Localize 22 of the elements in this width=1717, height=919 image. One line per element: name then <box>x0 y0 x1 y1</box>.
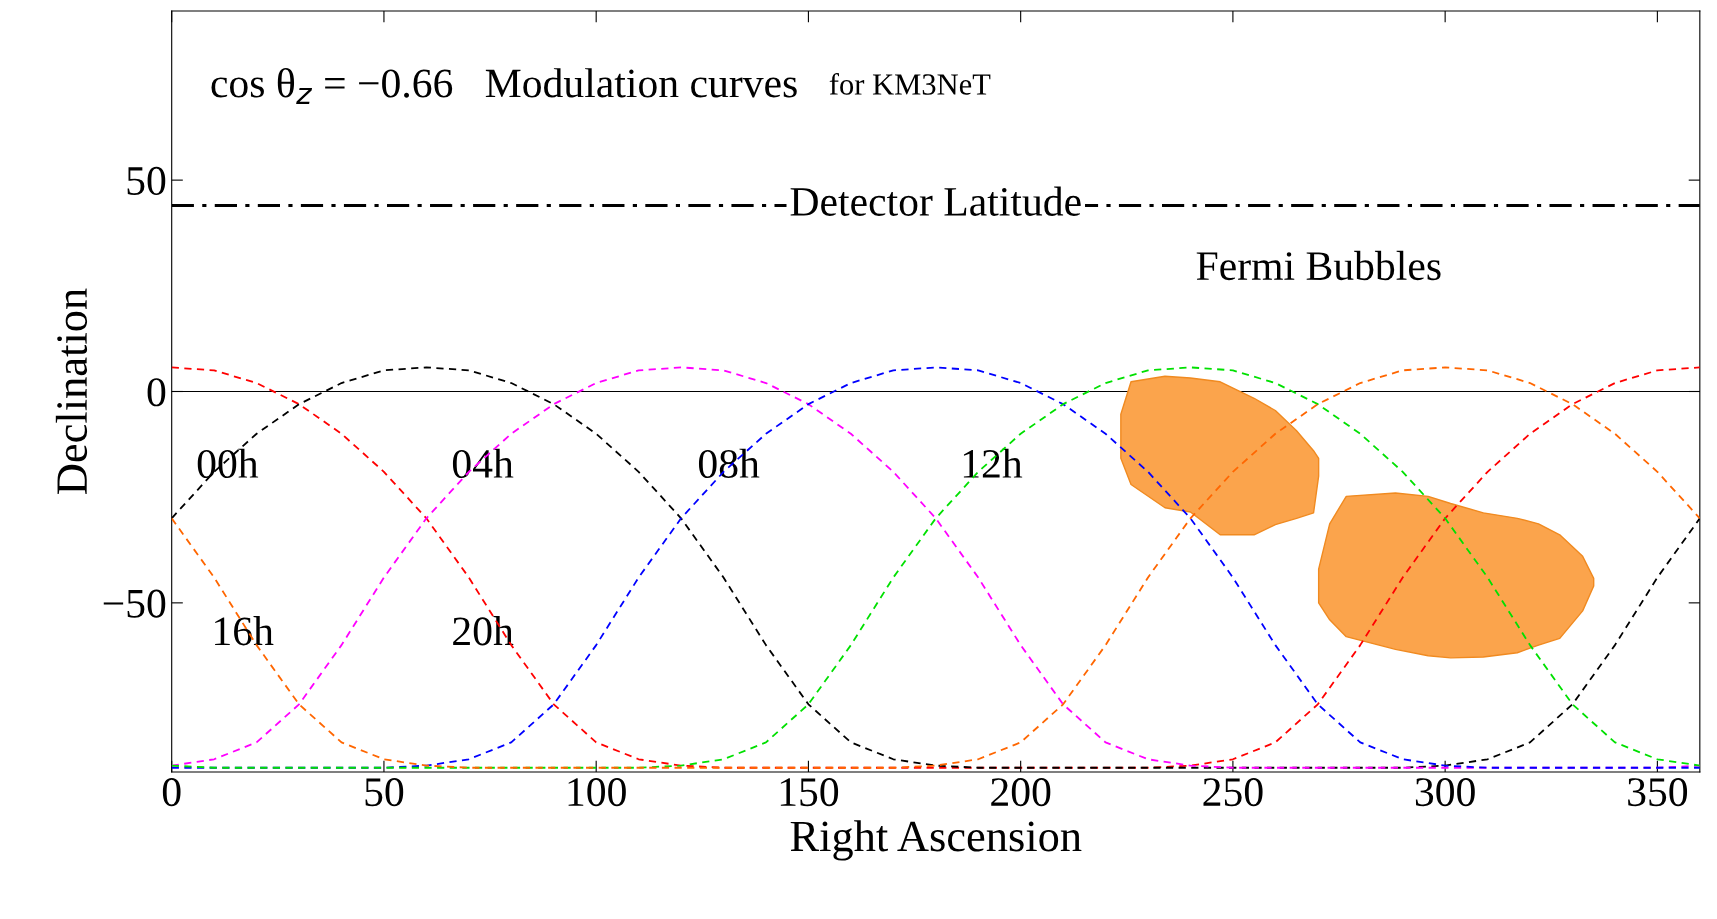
x-tick-label: 250 <box>1203 778 1263 807</box>
text: cos θ$_{z}$ = −0.66 Modulation curves <box>211 67 797 104</box>
x-tick-label: 300 <box>1415 778 1475 807</box>
annotation: 16h <box>215 616 274 646</box>
x-tick-label: 350 <box>1628 778 1688 807</box>
x-tick-label: 200 <box>991 778 1051 807</box>
annotation: 08h <box>698 448 760 479</box>
y-tick-label: 0 <box>147 378 166 407</box>
x-tick-label: 100 <box>568 778 626 807</box>
text: for KM3NeT <box>829 72 991 95</box>
annotation: 12h <box>963 448 1023 478</box>
y-tick-label: 50 <box>127 166 166 195</box>
x-tick-label: 50 <box>365 778 404 807</box>
ref-line-label: Detector Latitude <box>790 186 1081 216</box>
annotation: Fermi Bubbles <box>1196 250 1441 281</box>
x-axis-title: Right Ascension <box>790 820 1082 861</box>
x-tick-label: 150 <box>780 778 839 807</box>
annotation: 04h <box>452 448 514 479</box>
y-axis-title: Declination <box>55 288 88 494</box>
annotation: 00h <box>197 448 259 479</box>
y-tick-label: −50 <box>103 589 166 618</box>
annotation: 20h <box>453 616 514 646</box>
